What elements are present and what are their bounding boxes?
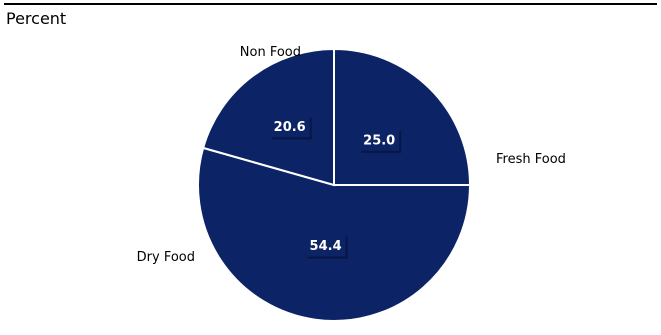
pie-slices bbox=[197, 47, 472, 322]
category-label-dry-food: Dry Food bbox=[137, 250, 195, 265]
value-text: 20.6 bbox=[274, 120, 306, 135]
top-rule bbox=[4, 3, 657, 5]
pie-slice-non-food bbox=[201, 47, 335, 187]
category-label-fresh-food: Fresh Food bbox=[496, 152, 566, 167]
value-label-dry-food: 54.4 bbox=[305, 234, 348, 259]
value-labels: 25.0 54.4 20.6 bbox=[269, 115, 402, 259]
value-label-non-food: 20.6 bbox=[269, 115, 312, 140]
category-label-non-food: Non Food bbox=[240, 45, 301, 60]
value-text: 54.4 bbox=[310, 239, 342, 254]
category-labels: Fresh Food Dry Food Non Food bbox=[137, 45, 566, 265]
value-label-fresh-food: 25.0 bbox=[359, 128, 402, 153]
pie-slice-dry-food bbox=[197, 146, 472, 322]
pie-slice-fresh-food bbox=[333, 47, 472, 186]
unit-label: Percent bbox=[6, 9, 67, 28]
value-text: 25.0 bbox=[363, 133, 395, 148]
